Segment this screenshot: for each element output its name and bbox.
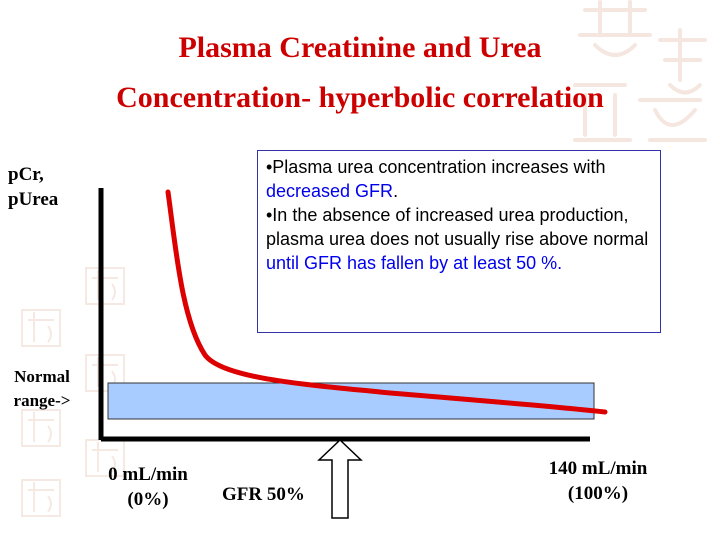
x-axis-left-label-line2: (0%): [127, 489, 169, 510]
slide-title-line1: Plasma Creatinine and Urea: [178, 31, 542, 64]
slide-title-line2: Concentration- hyperbolic correlation: [116, 81, 604, 114]
info-bullet-1: •Plasma urea concentration increases wit…: [266, 155, 654, 203]
normal-range-label: Normal range->: [4, 365, 80, 413]
info-bullet-2: •In the absence of increased urea produc…: [266, 203, 654, 275]
left-seal-watermarks: [21, 267, 125, 517]
info-bullet-1-text: •Plasma urea concentration increases wit…: [266, 157, 606, 177]
up-arrow-outline-icon: [317, 438, 363, 519]
info-bullet-1-end: .: [393, 181, 399, 201]
gfr-50-marker-label: GFR 50%: [222, 484, 305, 505]
x-axis-right-label-line1: 140 mL/min: [548, 458, 648, 479]
normal-range-label-line1: Normal: [14, 367, 70, 386]
info-bullet-2-text: •In the absence of increased urea produc…: [266, 205, 649, 249]
normal-range-label-line2: range->: [13, 391, 71, 410]
x-axis-left-label-line1: 0 mL/min: [108, 464, 188, 485]
info-box: •Plasma urea concentration increases wit…: [257, 150, 661, 333]
hyperbolic-curve: [165, 189, 608, 415]
y-axis-label: pCr, pUrea: [8, 162, 58, 212]
y-axis-label-line2: pUrea: [8, 189, 59, 210]
x-axis-right-label-line2: (100%): [567, 483, 629, 504]
x-axis-right-label: 140 mL/min (100%): [532, 456, 664, 506]
chinese-seal-watermark: [573, 0, 707, 142]
y-axis-label-line1: pCr,: [8, 164, 44, 185]
info-bullet-2-highlight: until GFR has fallen by at least 50 %.: [266, 253, 563, 273]
x-axis-left-label: 0 mL/min (0%): [92, 462, 204, 512]
info-bullet-1-highlight: decreased GFR: [266, 181, 394, 201]
